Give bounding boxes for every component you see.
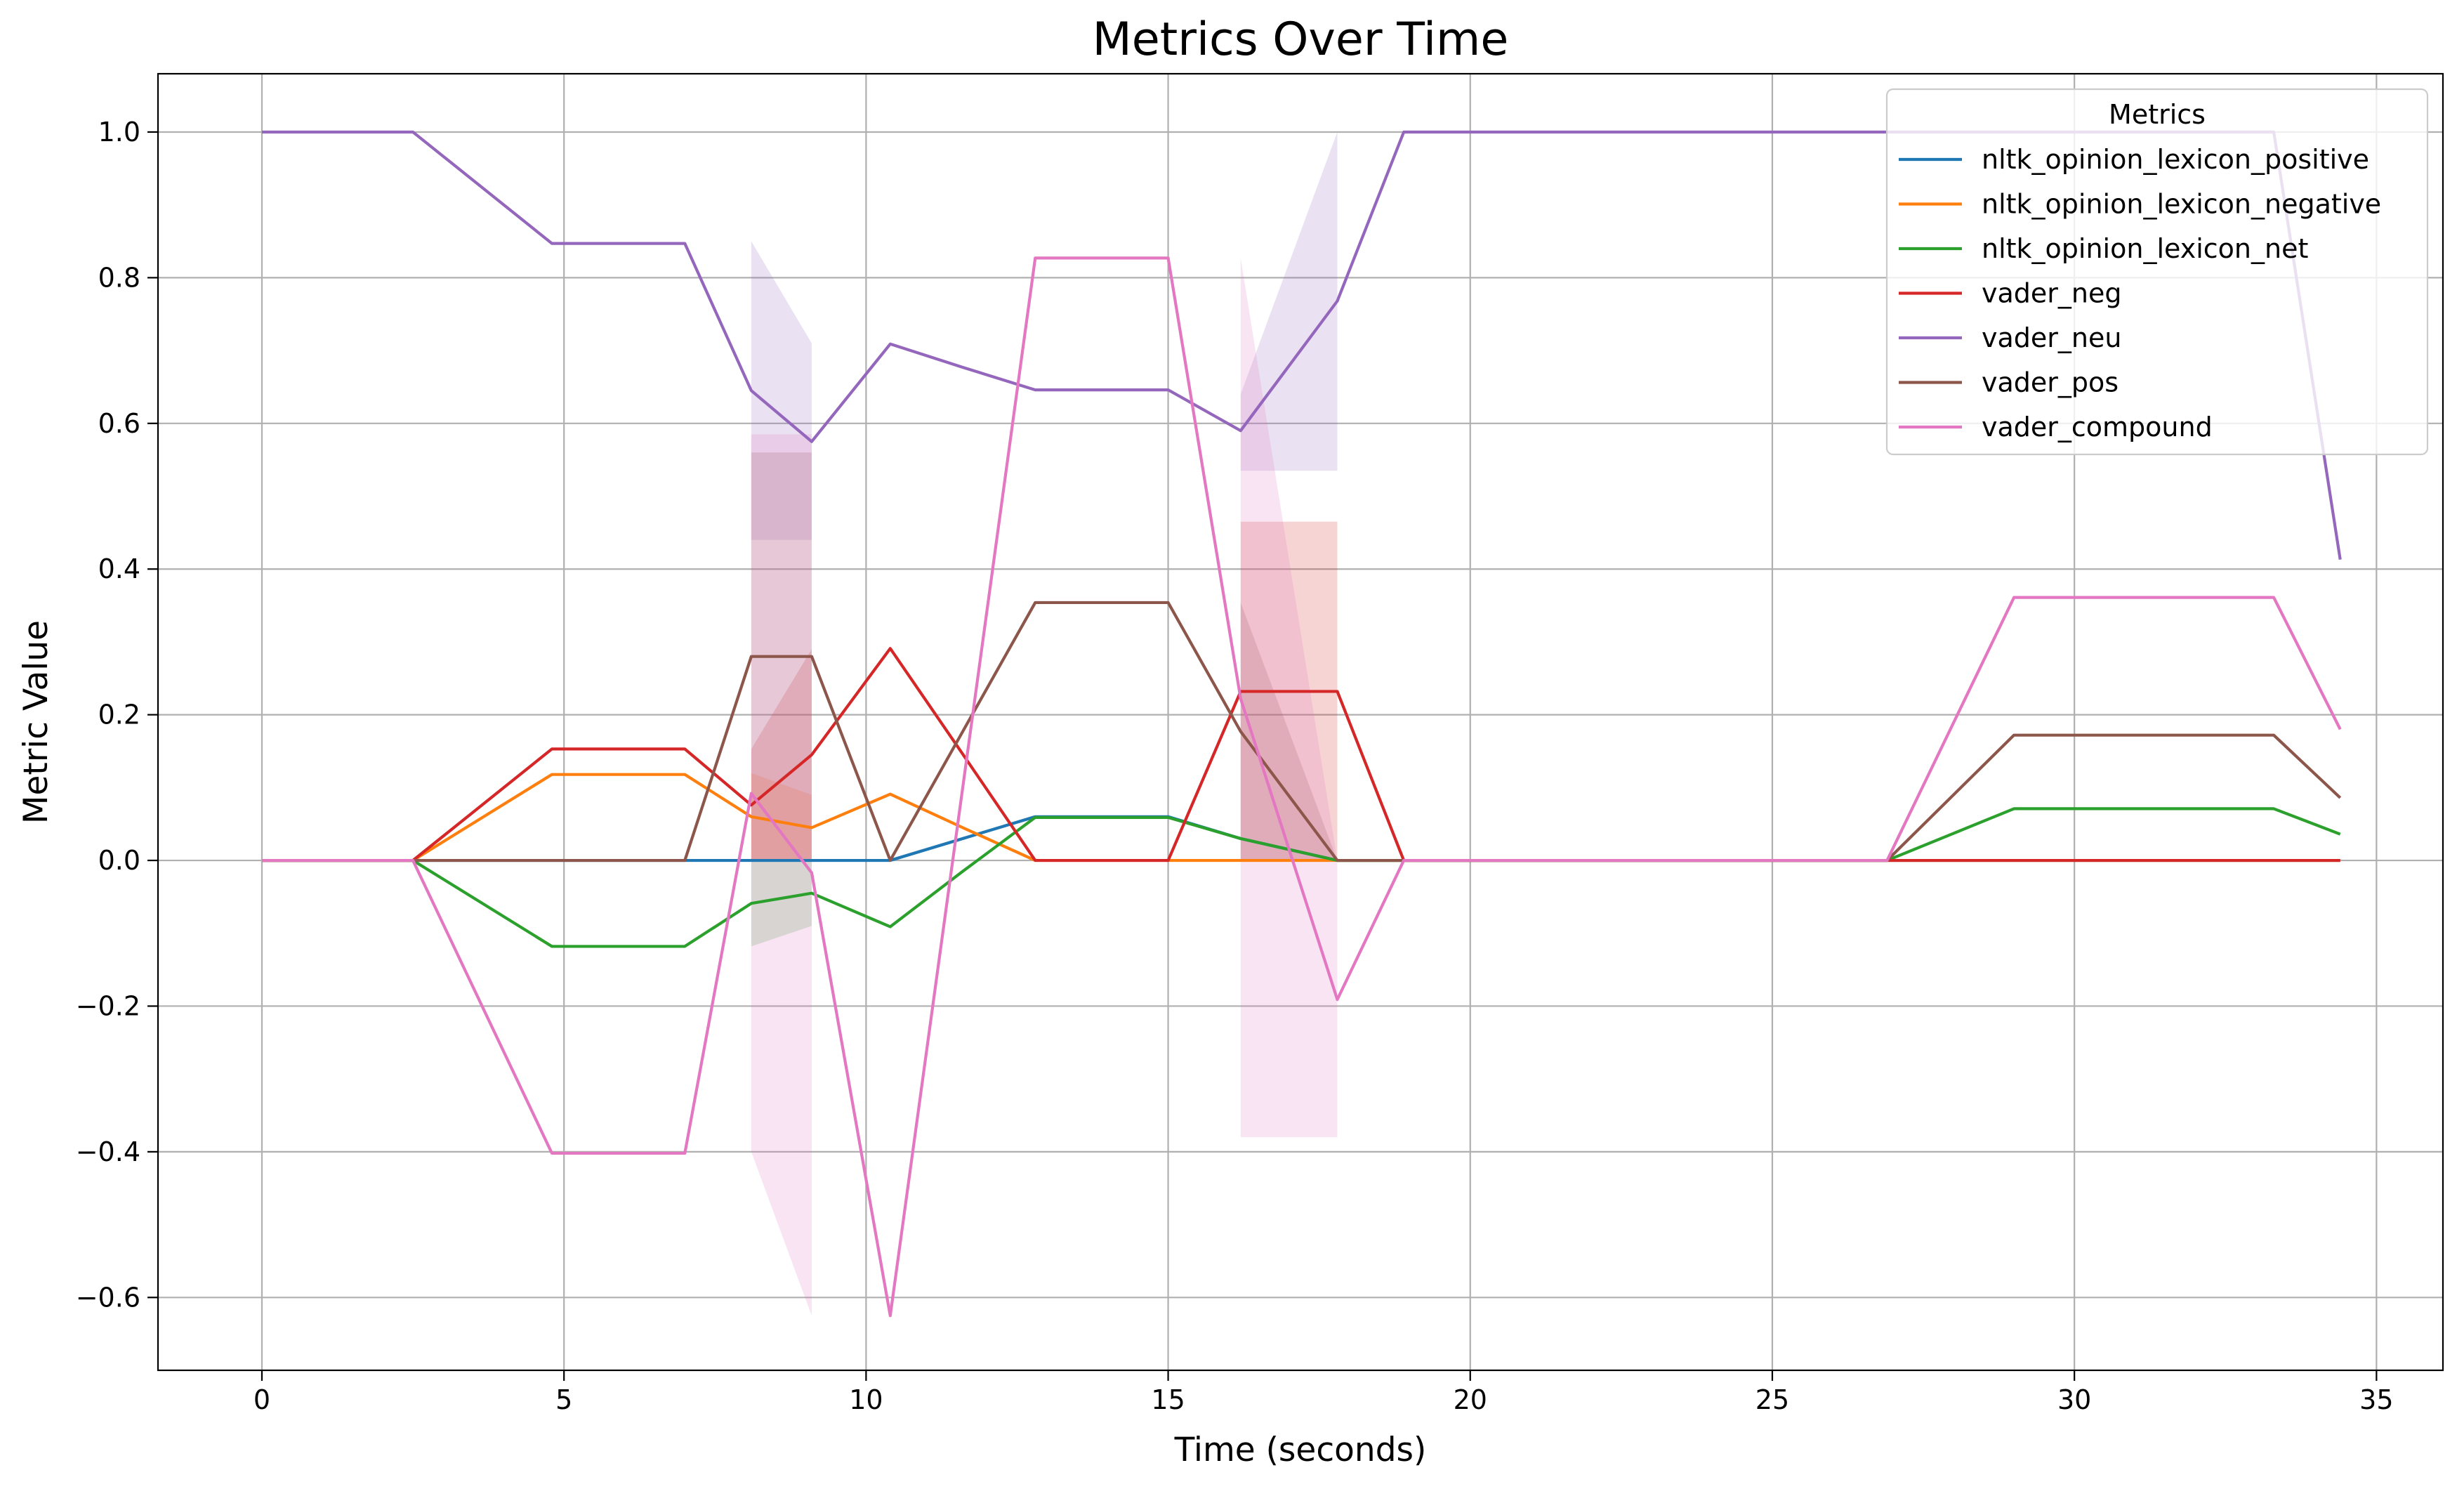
y-axis-ticks: −0.6 −0.4 −0.2 0.0 0.2 0.4 0.6 0.8 1.0 <box>76 117 158 1313</box>
legend-item: nltk_opinion_lexicon_net <box>1899 233 2308 264</box>
legend-item: vader_neg <box>1899 278 2121 309</box>
confidence-band <box>751 434 812 1316</box>
x-tick-label: 30 <box>2057 1384 2091 1415</box>
y-tick-label: 1.0 <box>98 117 140 147</box>
y-tick-label: 0.4 <box>98 553 140 584</box>
y-tick-label: 0.2 <box>98 700 140 730</box>
y-tick-label: −0.4 <box>76 1136 140 1167</box>
legend-items: nltk_opinion_lexicon_positive nltk_opinio… <box>1899 144 2381 442</box>
confidence-band <box>751 860 812 947</box>
legend-label: vader_neg <box>1982 278 2121 309</box>
x-tick-label: 35 <box>2359 1384 2393 1415</box>
legend-label: nltk_opinion_lexicon_negative <box>1982 189 2381 220</box>
legend-item: vader_pos <box>1899 367 2119 398</box>
x-tick-label: 15 <box>1151 1384 1185 1415</box>
legend-label: nltk_opinion_lexicon_net <box>1982 233 2308 264</box>
y-tick-label: −0.2 <box>76 990 140 1021</box>
series-line-vader_compound <box>261 256 2342 1318</box>
series-line-vader_neg <box>261 647 2340 862</box>
x-tick-label: 25 <box>1755 1384 1789 1415</box>
legend-item: vader_neu <box>1899 322 2121 353</box>
plot-frame <box>157 72 2444 1372</box>
legend-item: nltk_opinion_lexicon_positive <box>1899 144 2369 175</box>
legend-item: vader_compound <box>1899 412 2213 442</box>
x-tick-label: 10 <box>849 1384 883 1415</box>
confidence-band <box>1240 258 1338 1138</box>
x-axis-label: Time (seconds) <box>1174 1431 1427 1469</box>
x-tick-label: 20 <box>1454 1384 1487 1415</box>
y-tick-label: 0.8 <box>98 262 140 293</box>
series-line-vader_pos <box>261 601 2342 862</box>
confidence-band <box>1240 131 1338 471</box>
y-axis-label: Metric Value <box>17 620 55 824</box>
confidence-band <box>1240 602 1338 861</box>
line-layer <box>261 130 2342 1318</box>
y-tick-label: 0.6 <box>98 408 140 439</box>
legend-label: nltk_opinion_lexicon_positive <box>1982 144 2369 175</box>
legend-box <box>1885 88 2429 456</box>
x-axis-ticks: 0 5 10 15 20 25 30 35 <box>253 1370 2394 1415</box>
x-tick-label: 5 <box>555 1384 572 1415</box>
x-tick-label: 0 <box>253 1384 270 1415</box>
legend-title: Metrics <box>2109 99 2206 130</box>
legend-label: vader_pos <box>1982 367 2119 398</box>
legend-item: nltk_opinion_lexicon_negative <box>1899 189 2381 220</box>
legend-label: vader_neu <box>1982 322 2121 353</box>
confidence-band <box>751 241 812 540</box>
confidence-band <box>751 649 812 861</box>
legend-label: vader_compound <box>1982 412 2213 442</box>
y-tick-label: −0.6 <box>76 1282 140 1313</box>
chart-title: Metrics Over Time <box>1093 13 1509 66</box>
confidence-band <box>751 773 812 861</box>
y-tick-label: 0.0 <box>98 845 140 876</box>
series-line-nltk_opinion_lexicon_net <box>261 807 2341 948</box>
legend: Metrics nltk_opinion_lexicon_positivenlt… <box>1885 88 2429 456</box>
